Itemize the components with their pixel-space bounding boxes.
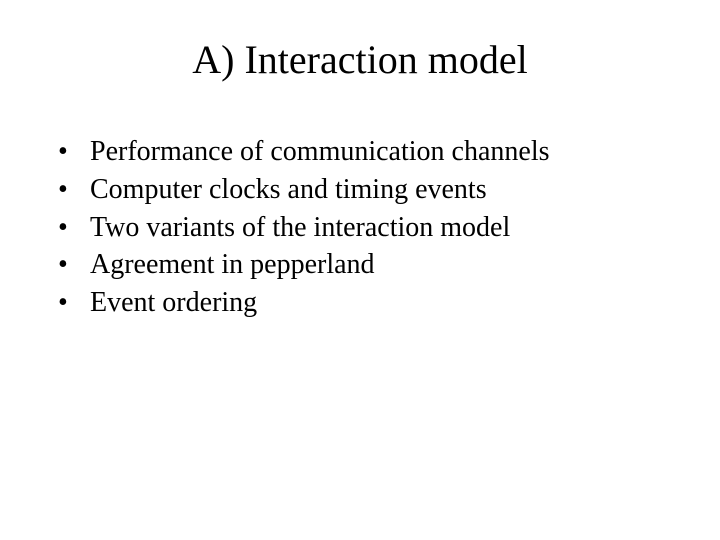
list-item: Two variants of the interaction model xyxy=(56,209,720,247)
list-item: Performance of communication channels xyxy=(56,133,720,171)
list-item: Event ordering xyxy=(56,284,720,322)
slide: A) Interaction model Performance of comm… xyxy=(0,0,720,540)
slide-title: A) Interaction model xyxy=(0,0,720,83)
list-item: Agreement in pepperland xyxy=(56,246,720,284)
list-item: Computer clocks and timing events xyxy=(56,171,720,209)
bullet-list: Performance of communication channels Co… xyxy=(56,133,720,322)
